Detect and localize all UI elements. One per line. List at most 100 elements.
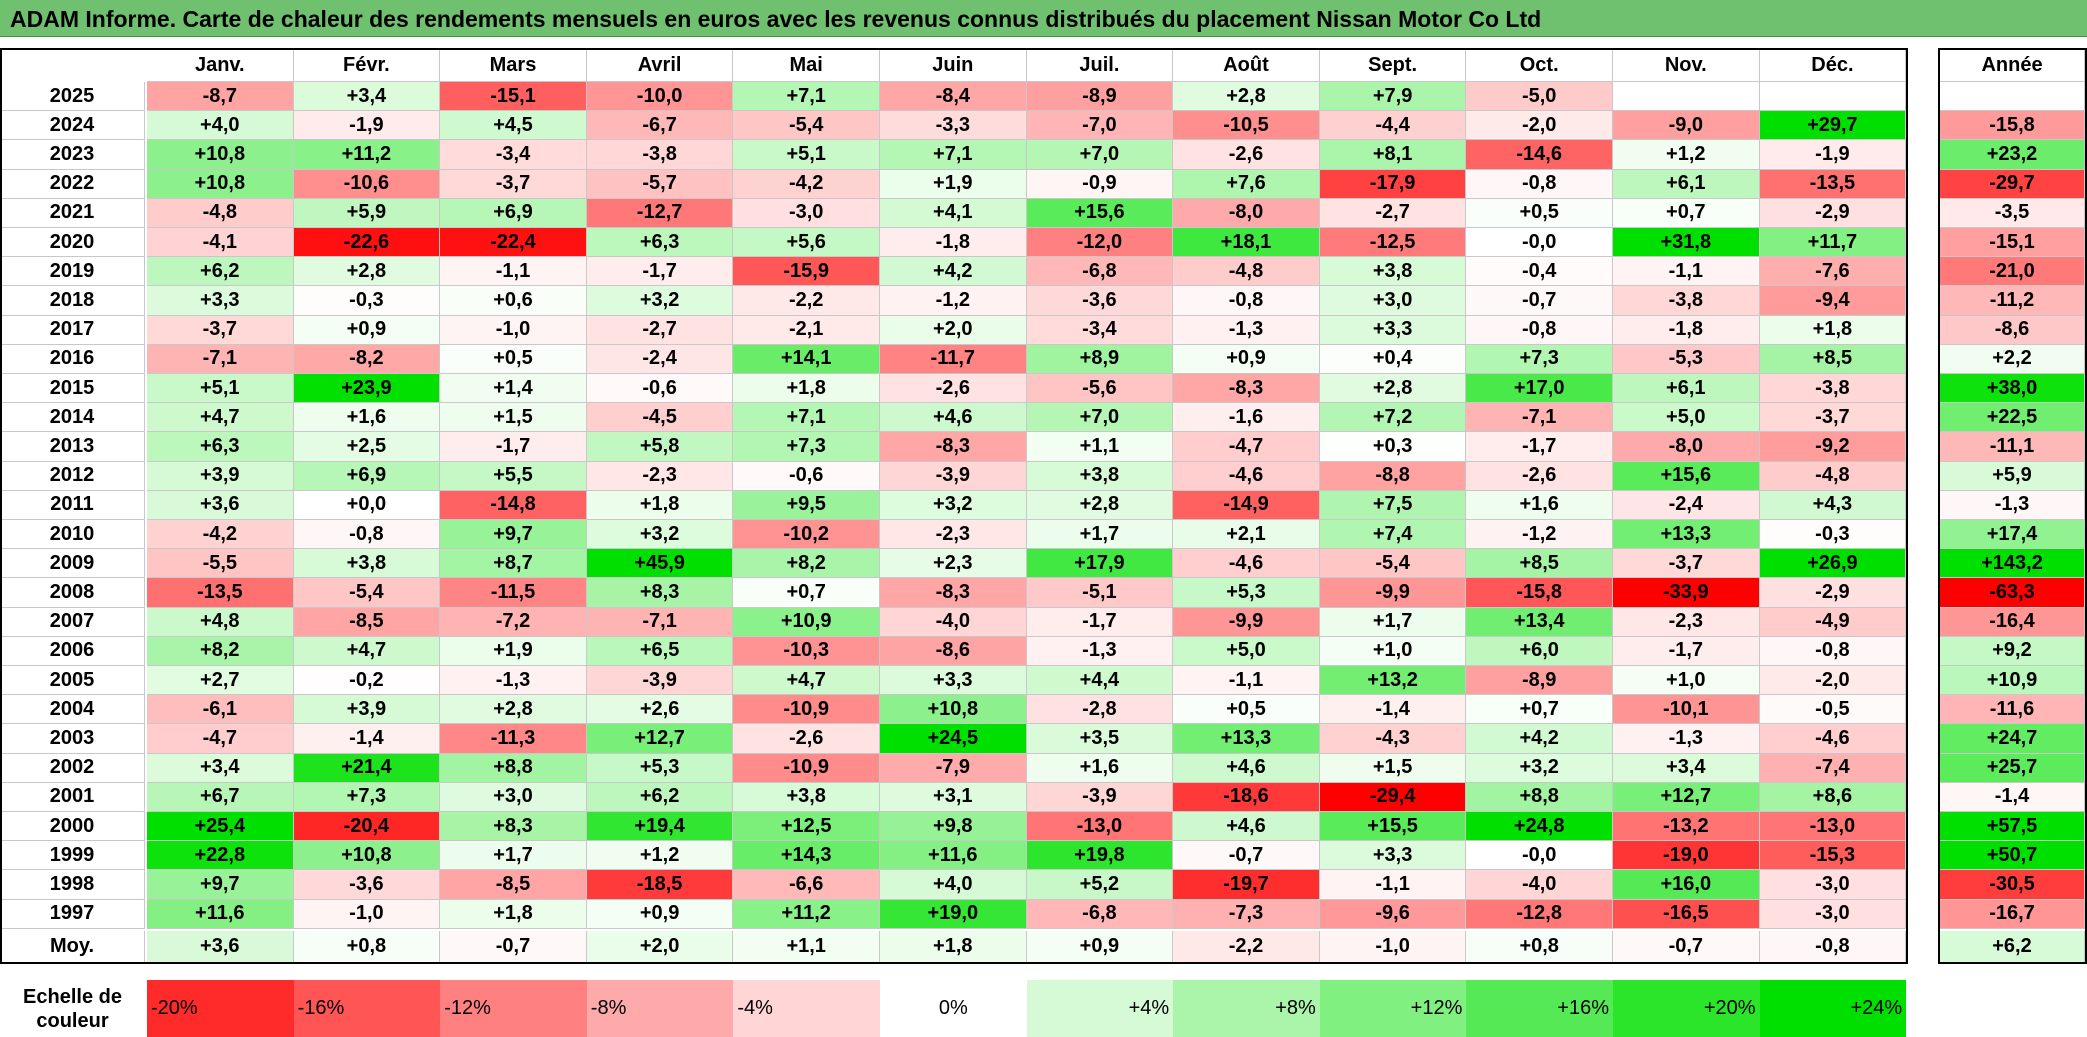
year-label: 2022 bbox=[0, 169, 145, 199]
year-label: 2001 bbox=[0, 782, 145, 812]
heatmap-cell: +15,5 bbox=[1319, 812, 1467, 842]
heatmap-cell: -10,9 bbox=[733, 695, 880, 725]
year-label: 2023 bbox=[0, 140, 145, 170]
heatmap-cell: -1,3 bbox=[1026, 636, 1174, 666]
heatmap-cell: +1,2 bbox=[1613, 140, 1760, 170]
heatmap-cell: -4,1 bbox=[147, 228, 294, 258]
year-label: 1998 bbox=[0, 870, 145, 900]
heatmap-cell: +10,8 bbox=[147, 169, 294, 199]
annual-cell: -30,5 bbox=[1940, 870, 2085, 900]
heatmap-cell: -2,6 bbox=[1466, 461, 1613, 491]
heatmap-cell: -3,7 bbox=[1613, 549, 1760, 579]
heatmap-cell: -1,7 bbox=[1613, 636, 1760, 666]
heatmap-cell: -2,6 bbox=[880, 374, 1027, 404]
heatmap-cell: -2,7 bbox=[586, 315, 734, 345]
annual-cell: -16,4 bbox=[1940, 607, 2085, 637]
heatmap-cell: +8,7 bbox=[440, 549, 587, 579]
heatmap-cell: +7,9 bbox=[1319, 82, 1467, 112]
heatmap-cell: -8,5 bbox=[440, 870, 587, 900]
heatmap-cell: +11,6 bbox=[147, 899, 294, 929]
heatmap-cell: -8,3 bbox=[1173, 374, 1320, 404]
heatmap-cell: -14,9 bbox=[1173, 490, 1320, 520]
heatmap-cell: +4,2 bbox=[1466, 724, 1613, 754]
month-header: Oct. bbox=[1466, 49, 1613, 82]
heatmap-cell: -9,2 bbox=[1759, 432, 1907, 462]
heatmap-cell: -22,4 bbox=[440, 228, 587, 258]
heatmap-cell: -1,7 bbox=[586, 257, 734, 287]
heatmap-cell: +2,5 bbox=[293, 432, 441, 462]
heatmap-cell: +7,3 bbox=[733, 432, 880, 462]
heatmap-cell: +4,2 bbox=[880, 257, 1027, 287]
heatmap-cell: -6,8 bbox=[1026, 899, 1174, 929]
heatmap-cell: +1,0 bbox=[1613, 666, 1760, 696]
heatmap-cell: -3,7 bbox=[1759, 403, 1907, 433]
heatmap-cell: -8,5 bbox=[293, 607, 441, 637]
annual-cell: +10,9 bbox=[1940, 666, 2085, 696]
heatmap-cell: -5,3 bbox=[1613, 344, 1760, 374]
annual-cell: +2,2 bbox=[1940, 344, 2085, 374]
year-label: 2009 bbox=[0, 549, 145, 579]
heatmap-cell: +7,3 bbox=[293, 782, 441, 812]
heatmap-cell: +4,1 bbox=[880, 198, 1027, 228]
average-cell: +1,8 bbox=[880, 930, 1027, 963]
annual-cell: +9,2 bbox=[1940, 636, 2085, 666]
heatmap-cell: +0,5 bbox=[1173, 695, 1320, 725]
annual-cell: +5,9 bbox=[1940, 461, 2085, 491]
heatmap-cell: +5,0 bbox=[1173, 636, 1320, 666]
heatmap-cell: -2,3 bbox=[880, 520, 1027, 550]
heatmap-cell: -10,6 bbox=[293, 169, 441, 199]
heatmap-cell: -3,9 bbox=[1026, 782, 1174, 812]
heatmap-cell: -1,3 bbox=[1613, 724, 1760, 754]
annual-cell: +23,2 bbox=[1940, 140, 2085, 170]
heatmap-cell: +4,6 bbox=[1173, 812, 1320, 842]
heatmap-cell: -1,3 bbox=[440, 666, 587, 696]
heatmap-cell: +3,1 bbox=[880, 782, 1027, 812]
heatmap-cell: +0,0 bbox=[293, 490, 441, 520]
heatmap-cell: +19,0 bbox=[880, 899, 1027, 929]
heatmap-cell: -6,6 bbox=[733, 870, 880, 900]
year-label: 2002 bbox=[0, 753, 145, 783]
heatmap-cell bbox=[1759, 82, 1907, 112]
heatmap-cell: +3,3 bbox=[880, 666, 1027, 696]
heatmap-cell: +4,4 bbox=[1026, 666, 1174, 696]
heatmap-cell: +3,4 bbox=[293, 82, 441, 112]
heatmap-cell: +15,6 bbox=[1026, 198, 1174, 228]
average-cell: -0,7 bbox=[1613, 930, 1760, 963]
heatmap-cell: +1,4 bbox=[440, 374, 587, 404]
heatmap-cell: -1,0 bbox=[440, 315, 587, 345]
color-scale-step: +24% bbox=[1759, 980, 1907, 1037]
heatmap-cell: +10,8 bbox=[293, 841, 441, 871]
heatmap-cell: -2,8 bbox=[1026, 695, 1174, 725]
heatmap-cell: +1,6 bbox=[1026, 753, 1174, 783]
color-scale-step: -4% bbox=[733, 980, 880, 1037]
heatmap-cell: -1,4 bbox=[293, 724, 441, 754]
heatmap-cell: -4,6 bbox=[1173, 549, 1320, 579]
heatmap-cell: +7,1 bbox=[733, 403, 880, 433]
annual-cell: -16,7 bbox=[1940, 899, 2085, 929]
heatmap-cell: +18,1 bbox=[1173, 228, 1320, 258]
heatmap-cell: -2,1 bbox=[733, 315, 880, 345]
heatmap-cell: -15,3 bbox=[1759, 841, 1907, 871]
heatmap-cell: +6,1 bbox=[1613, 374, 1760, 404]
heatmap-cell: -0,3 bbox=[1759, 520, 1907, 550]
heatmap-cell: -13,2 bbox=[1613, 812, 1760, 842]
heatmap-cell: -1,4 bbox=[1319, 695, 1467, 725]
average-cell: -2,2 bbox=[1173, 930, 1320, 963]
heatmap-cell: +1,9 bbox=[880, 169, 1027, 199]
heatmap-cell: +3,2 bbox=[1466, 753, 1613, 783]
heatmap-cell: -8,2 bbox=[293, 344, 441, 374]
heatmap-cell: +7,2 bbox=[1319, 403, 1467, 433]
heatmap-cell: -1,1 bbox=[1613, 257, 1760, 287]
heatmap-cell: +1,5 bbox=[1319, 753, 1467, 783]
heatmap-cell: -11,3 bbox=[440, 724, 587, 754]
annual-cell: +17,4 bbox=[1940, 520, 2085, 550]
month-header: Nov. bbox=[1613, 49, 1760, 82]
year-label: 2006 bbox=[0, 636, 145, 666]
heatmap-cell: +9,5 bbox=[733, 490, 880, 520]
heatmap-cell: -4,4 bbox=[1319, 111, 1467, 141]
heatmap-cell: +0,9 bbox=[1173, 344, 1320, 374]
heatmap-cell: +0,6 bbox=[440, 286, 587, 316]
heatmap-cell: -18,5 bbox=[586, 870, 734, 900]
heatmap-cell: +4,6 bbox=[1173, 753, 1320, 783]
heatmap-cell: -15,8 bbox=[1466, 578, 1613, 608]
